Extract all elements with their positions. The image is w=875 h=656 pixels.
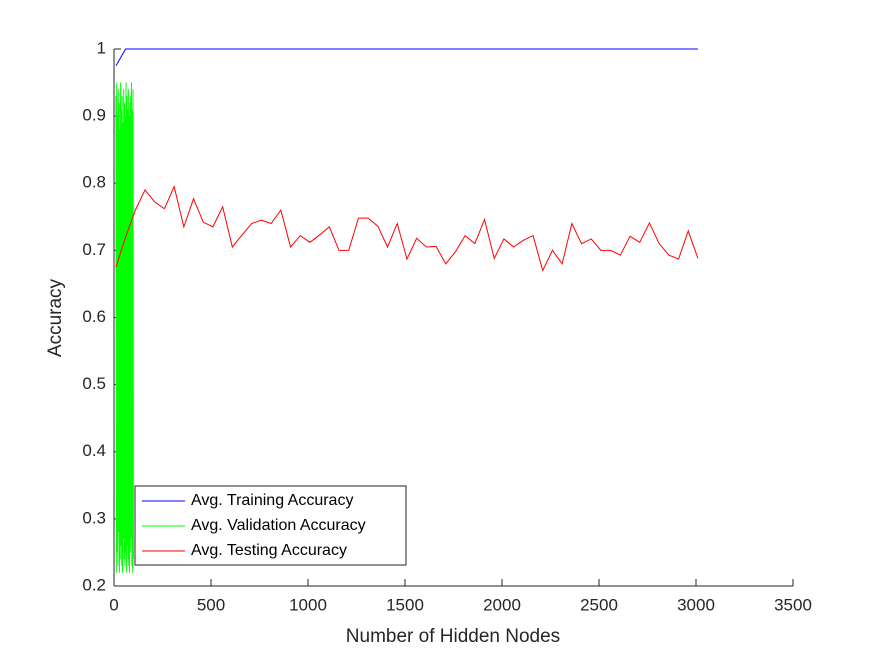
legend-label: Avg. Testing Accuracy xyxy=(191,542,347,559)
x-tick-label: 3500 xyxy=(774,595,812,614)
y-tick-label: 0.9 xyxy=(82,106,106,125)
x-tick-label: 1000 xyxy=(289,595,327,614)
x-tick-label: 2000 xyxy=(483,595,521,614)
y-tick-label: 0.7 xyxy=(82,240,106,259)
y-tick-label: 0.2 xyxy=(82,575,106,594)
legend-label: Avg. Validation Accuracy xyxy=(191,517,366,534)
series-line xyxy=(115,185,699,272)
series-line xyxy=(115,82,134,573)
legend: Avg. Training Accuracy Avg. Validation Ac… xyxy=(134,485,407,566)
y-tick-label: 0.3 xyxy=(82,508,106,527)
y-tick-label: 0.6 xyxy=(82,307,106,326)
y-tick-label: 1 xyxy=(97,38,106,57)
y-tick-label: 0.8 xyxy=(82,173,106,192)
y-axis-label: Accuracy xyxy=(45,278,66,357)
x-axis-label: Number of Hidden Nodes xyxy=(346,626,560,647)
x-tick-label: 500 xyxy=(197,595,225,614)
x-tick-label: 3000 xyxy=(677,595,715,614)
x-tick-label: 2500 xyxy=(580,595,618,614)
x-tick-label: 0 xyxy=(109,595,118,614)
y-tick-label: 0.5 xyxy=(82,374,106,393)
legend-label: Avg. Training Accuracy xyxy=(191,492,353,509)
x-tick-label: 1500 xyxy=(386,595,424,614)
y-tick-label: 0.4 xyxy=(82,441,106,460)
series-line xyxy=(115,48,698,67)
